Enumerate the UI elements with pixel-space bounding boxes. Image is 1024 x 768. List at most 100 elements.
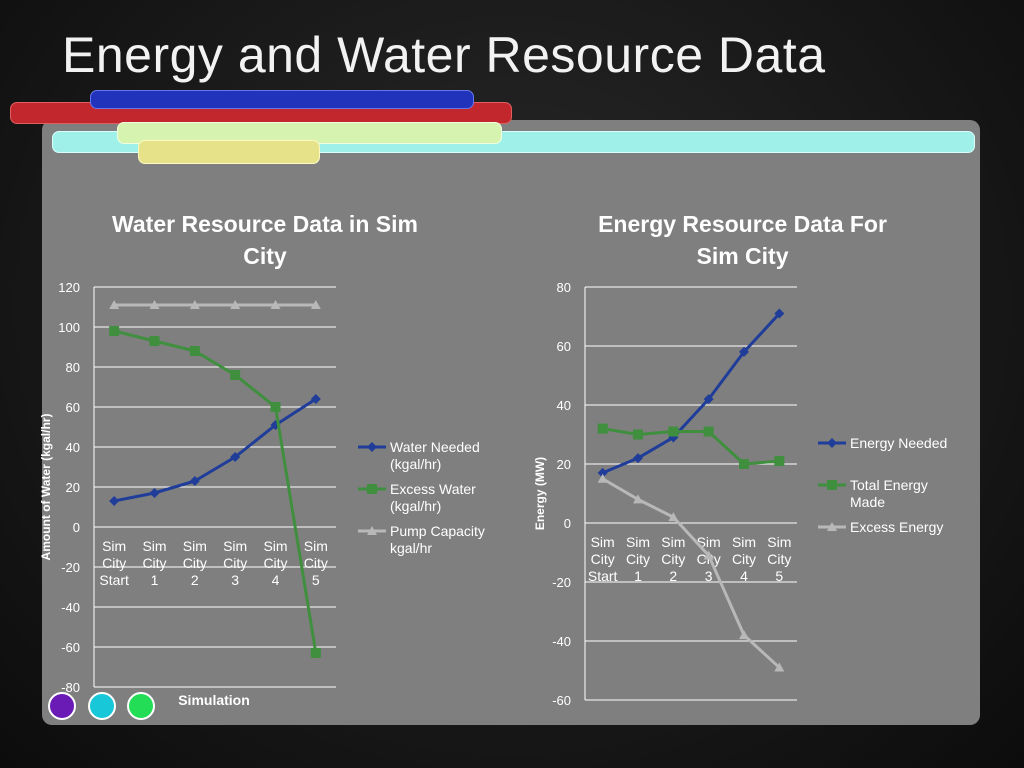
- water-x-tick-label: Start: [99, 572, 129, 588]
- water-data-point: [230, 452, 241, 462]
- water-series-line: [113, 329, 318, 654]
- water-legend-marker: [367, 484, 377, 494]
- water-y-tick-label: -20: [61, 560, 80, 575]
- content-panel: [42, 120, 980, 725]
- energy-y-tick-label: -40: [552, 634, 571, 649]
- energy-data-point: [703, 426, 714, 437]
- energy-x-tick-label: 1: [634, 568, 642, 584]
- water-data-point: [270, 300, 281, 309]
- water-chart-title: Water Resource Data in Sim City: [80, 208, 450, 272]
- energy-x-tick-label: City: [732, 551, 756, 567]
- water-y-tick-label: 100: [58, 320, 80, 335]
- energy-data-point: [703, 394, 714, 405]
- slide-title: Energy and Water Resource Data: [62, 27, 826, 83]
- energy-data-point: [774, 456, 785, 467]
- water-x-tick-label: City: [304, 555, 328, 571]
- water-legend-label: (kgal/hr): [390, 456, 441, 472]
- water-x-tick-label: 5: [312, 572, 320, 588]
- water-legend-label: Excess Water: [390, 481, 476, 497]
- energy-legend-label: Energy Needed: [850, 435, 947, 451]
- energy-data-point: [668, 426, 679, 437]
- energy-x-tick-label: Sim: [591, 534, 615, 550]
- energy-legend-label: Made: [850, 494, 885, 510]
- energy-series-line: [602, 427, 780, 466]
- water-y-axis-title: Amount of Water (kgal/hr): [39, 414, 53, 561]
- water-y-tick-label: 80: [66, 360, 80, 375]
- water-chart-title-line: Water Resource Data in Sim: [112, 211, 418, 237]
- energy-data-point: [633, 494, 643, 504]
- water-y-tick-label: -60: [61, 640, 80, 655]
- water-x-tick-label: City: [102, 555, 126, 571]
- water-x-axis-title: Simulation: [178, 692, 250, 708]
- water-data-point: [109, 300, 120, 309]
- water-data-point: [310, 648, 321, 658]
- energy-series-line: [601, 477, 781, 669]
- energy-data-point: [774, 662, 785, 672]
- water-legend-marker: [367, 442, 377, 452]
- water-legend-label: (kgal/hr): [390, 498, 441, 514]
- water-y-tick-label: 40: [66, 440, 80, 455]
- nav-dot-teal[interactable]: [88, 692, 116, 720]
- energy-legend-marker: [827, 480, 837, 490]
- energy-data-point: [703, 550, 714, 560]
- water-x-tick-label: City: [183, 555, 207, 571]
- water-x-tick-label: 1: [151, 572, 159, 588]
- water-data-point: [189, 346, 200, 356]
- water-legend-label: kgal/hr: [390, 540, 432, 556]
- energy-x-tick-label: 5: [775, 568, 783, 584]
- water-data-point: [189, 300, 200, 309]
- energy-x-tick-label: Sim: [661, 534, 685, 550]
- energy-data-point: [597, 467, 608, 478]
- water-chart-title-line: City: [243, 243, 287, 269]
- energy-data-point: [633, 453, 643, 464]
- water-y-tick-label: 20: [66, 480, 80, 495]
- energy-data-point: [739, 346, 749, 357]
- energy-x-tick-label: Sim: [626, 534, 650, 550]
- water-data-point: [149, 336, 160, 346]
- energy-legend-marker: [827, 522, 837, 531]
- energy-chart-title-line: Energy Resource Data For: [598, 211, 887, 237]
- water-data-point: [189, 476, 200, 486]
- water-data-point: [109, 496, 120, 506]
- energy-data-point: [633, 429, 643, 440]
- water-y-tick-label: 120: [58, 280, 80, 295]
- water-data-point: [230, 370, 241, 380]
- energy-x-tick-label: City: [626, 551, 650, 567]
- water-x-tick-label: Sim: [223, 538, 247, 554]
- energy-y-tick-label: 0: [564, 516, 571, 531]
- nav-dot-green[interactable]: [127, 692, 155, 720]
- water-legend-label: Water Needed: [390, 439, 480, 455]
- energy-x-tick-label: 3: [705, 568, 713, 584]
- energy-y-axis-title: Energy (MW): [533, 457, 547, 530]
- energy-x-tick-label: 4: [740, 568, 748, 584]
- water-x-tick-label: Sim: [102, 538, 126, 554]
- energy-chart-title: Energy Resource Data For Sim City: [560, 208, 925, 272]
- water-data-point: [310, 394, 321, 404]
- water-y-tick-label: -80: [61, 680, 80, 695]
- energy-x-tick-label: Sim: [767, 534, 791, 550]
- water-data-point: [149, 300, 160, 309]
- energy-series-line: [602, 312, 781, 475]
- energy-x-tick-label: Start: [588, 568, 618, 584]
- energy-y-tick-label: 40: [557, 398, 571, 413]
- water-x-tick-label: 3: [231, 572, 239, 588]
- water-x-tick-label: City: [223, 555, 247, 571]
- water-data-point: [109, 326, 120, 336]
- energy-chart-title-line: Sim City: [696, 243, 789, 269]
- water-x-tick-label: Sim: [263, 538, 287, 554]
- water-x-tick-label: Sim: [304, 538, 328, 554]
- water-x-tick-label: 4: [272, 572, 280, 588]
- energy-x-tick-label: 2: [669, 568, 677, 584]
- water-legend-marker: [367, 526, 377, 535]
- energy-x-tick-label: Sim: [732, 534, 756, 550]
- nav-dot-purple[interactable]: [48, 692, 76, 720]
- water-y-tick-label: -40: [61, 600, 80, 615]
- water-y-tick-label: 60: [66, 400, 80, 415]
- decor-bar-yellow: [138, 140, 320, 164]
- energy-x-tick-label: Sim: [697, 534, 721, 550]
- water-data-point: [270, 402, 281, 412]
- energy-y-tick-label: 60: [557, 339, 571, 354]
- energy-y-tick-label: 80: [557, 280, 571, 295]
